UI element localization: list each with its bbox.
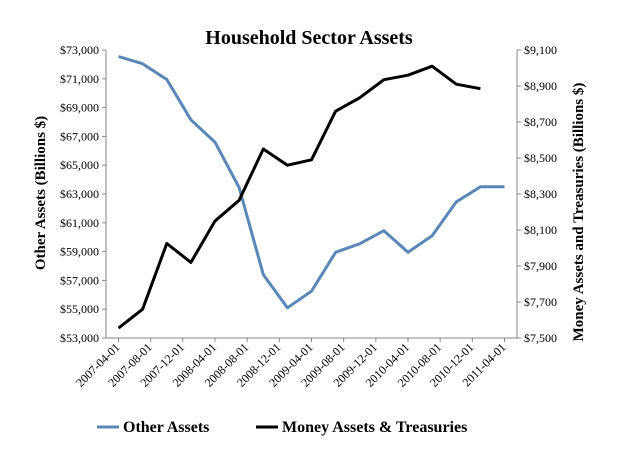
- left-axis-tick-label: $65,000: [60, 158, 99, 172]
- left-axis-tick-label: $63,000: [60, 187, 99, 201]
- chart-title: Household Sector Assets: [205, 27, 413, 49]
- left-axis-tick-label: $61,000: [60, 216, 99, 230]
- left-axis-tick-label: $53,000: [60, 331, 99, 345]
- legend: Other Assets Money Assets & Treasuries: [97, 419, 467, 436]
- right-axis-title: Money Assets and Treasuries (Billions $): [571, 83, 587, 342]
- right-axis-tick-label: $8,700: [524, 115, 557, 129]
- right-axis-tick-label: $8,900: [524, 79, 557, 93]
- left-axis-title: Other Assets (Billions $): [33, 116, 49, 270]
- legend-label-other-assets: Other Assets: [123, 419, 209, 436]
- right-axis-tick-label: $9,100: [524, 43, 557, 57]
- left-axis-tick-label: $57,000: [60, 273, 99, 287]
- right-axis-tick-label: $8,300: [524, 187, 557, 201]
- series-line-other-assets: [119, 57, 505, 308]
- left-axis-tick-label: $71,000: [60, 72, 99, 86]
- right-axis-tick-label: $8,100: [524, 223, 557, 237]
- right-axis-tick-label: $7,500: [524, 331, 557, 345]
- plot-area: $53,000 $55,000 $57,000 $59,000 $61,000 $63,0…: [60, 43, 557, 390]
- left-axis-tick-label: $69,000: [60, 101, 99, 115]
- left-axis-tick-label: $55,000: [60, 302, 99, 316]
- left-axis-tick-label: $59,000: [60, 245, 99, 259]
- left-axis-tick-label: $67,000: [60, 129, 99, 143]
- right-axis-tick-label: $8,500: [524, 151, 557, 165]
- series-line-money-assets: [119, 66, 481, 328]
- right-axis-tick-label: $7,900: [524, 259, 557, 273]
- legend-label-money-assets: Money Assets & Treasuries: [282, 419, 467, 436]
- left-axis-tick-label: $73,000: [60, 43, 99, 57]
- right-axis-tick-label: $7,700: [524, 295, 557, 309]
